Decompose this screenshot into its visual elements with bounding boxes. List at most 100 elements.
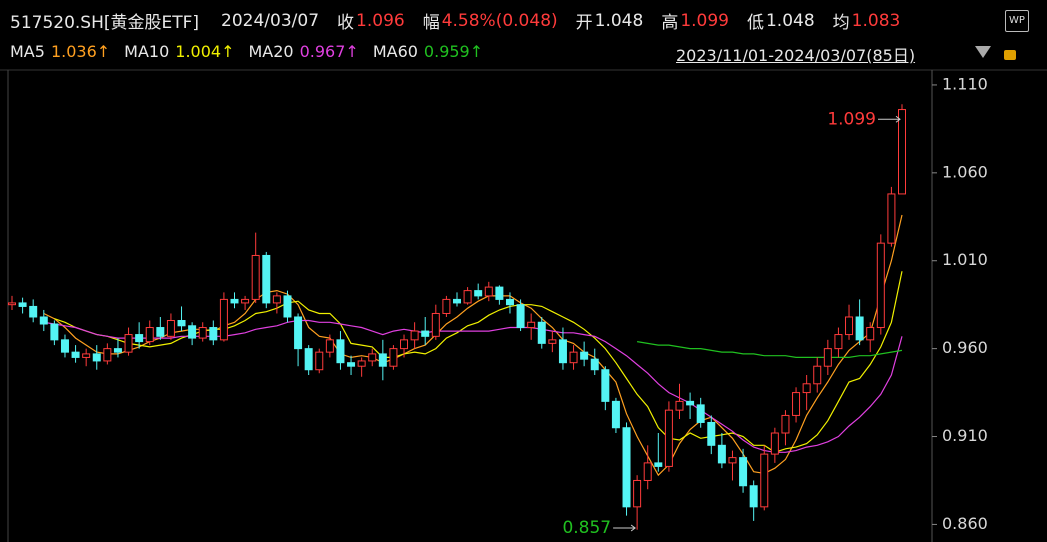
candle-body <box>558 339 567 364</box>
candle-body <box>622 427 631 508</box>
candle-body <box>39 316 48 325</box>
candle-body <box>866 327 875 341</box>
annotation-label: 1.099 <box>827 109 876 129</box>
date: 2024/03/07 <box>221 10 320 31</box>
candle-body <box>18 302 27 307</box>
candle-body <box>717 444 726 464</box>
quote-row: 517520.SH[黄金股ETF] 2024/03/07 收 1.096 幅 4.58… <box>10 8 918 34</box>
candle-body <box>548 339 557 344</box>
candle-body <box>453 298 461 304</box>
candle-body <box>166 320 175 337</box>
candle-body <box>177 320 186 327</box>
candle-body <box>876 242 885 329</box>
candle-body <box>29 305 38 318</box>
candle-body <box>124 334 133 353</box>
y-tick-label: 0.910 <box>942 426 988 445</box>
ma-row: MA5 1.036↑ MA10 1.004↑ MA20 0.967↑ MA60 0.959↑ <box>10 42 497 61</box>
ma-value: 0.959↑ <box>423 42 484 61</box>
candle-body <box>463 290 472 304</box>
candle-body <box>611 400 620 429</box>
candle-body <box>410 330 419 341</box>
candle-body <box>92 353 101 362</box>
logo[interactable]: WP <box>1005 10 1029 32</box>
candle-body <box>368 353 377 362</box>
candle-body <box>283 295 292 318</box>
candle-body <box>315 351 324 371</box>
annotation-label: 0.857 <box>562 518 611 538</box>
candle-body <box>686 400 695 406</box>
candle-body <box>188 325 197 339</box>
candle-body <box>749 485 758 508</box>
candle-body <box>834 334 843 350</box>
date-range[interactable]: 2023/11/01-2024/03/07(85日) <box>676 46 916 65</box>
candle-body <box>770 432 779 455</box>
candle-body <box>357 360 366 367</box>
quote-value: 1.048 <box>765 10 815 31</box>
quote-value: 1.096 <box>356 10 405 31</box>
quote-value: 1.099 <box>680 10 729 31</box>
symbol: 517520.SH[黄金股ETF] <box>10 13 200 33</box>
candle-body <box>527 321 536 329</box>
candle-body <box>431 312 440 337</box>
annotation-arrowhead <box>895 115 901 123</box>
candle-body <box>707 421 716 446</box>
ma-name: MA5 <box>10 42 45 61</box>
candle-body <box>262 254 271 304</box>
candle-body <box>675 400 684 411</box>
candle-body <box>601 369 610 402</box>
lock-icon[interactable] <box>1004 50 1016 60</box>
candle-body <box>60 339 69 353</box>
ma-line <box>43 214 903 477</box>
quote-value: 1.083 <box>851 10 901 31</box>
candle-body <box>103 348 112 362</box>
candle-body <box>728 457 737 464</box>
candle-body <box>855 316 864 341</box>
y-tick-label: 1.060 <box>942 162 988 181</box>
candle-body <box>442 298 451 314</box>
candle-body <box>145 327 154 343</box>
quote-label: 均 <box>832 13 850 33</box>
candle-body <box>347 362 356 367</box>
candle-body <box>113 348 122 353</box>
candle-body <box>823 348 832 367</box>
candle-body <box>633 479 642 508</box>
quote-label: 开 <box>575 13 593 33</box>
candle-body <box>135 334 144 343</box>
candle-body <box>400 339 409 350</box>
candle-body <box>516 304 525 329</box>
candle-body <box>474 290 483 297</box>
candle-body <box>845 316 854 336</box>
candle-body <box>569 351 578 364</box>
annotation-arrowhead <box>630 524 636 532</box>
ma-name: MA60 <box>372 42 418 61</box>
ma-value: 1.004↑ <box>175 42 235 61</box>
candle-body <box>792 392 801 416</box>
candle-body <box>336 339 345 364</box>
candle-body <box>294 316 303 350</box>
ma-value: 1.036↑ <box>50 42 111 61</box>
candle-body <box>71 351 80 358</box>
candle-body <box>484 286 493 297</box>
ma-name: MA20 <box>248 42 294 61</box>
candle-body <box>241 298 250 304</box>
candle-body <box>421 330 430 337</box>
dropdown[interactable] <box>975 46 991 58</box>
candle-body <box>580 351 589 360</box>
candle-body <box>760 453 769 508</box>
candle-body <box>537 321 546 344</box>
ma-line <box>43 319 903 453</box>
candle-body <box>304 348 313 371</box>
y-tick-label: 0.960 <box>942 338 988 357</box>
y-tick-label: 0.860 <box>942 514 988 533</box>
candle-body <box>251 254 260 300</box>
y-tick-label: 1.110 <box>942 74 988 93</box>
candle-body <box>739 457 748 487</box>
candle-body <box>82 353 91 358</box>
candle-body <box>664 409 673 467</box>
ma-line <box>636 341 903 358</box>
quote-label: 幅 <box>422 13 440 33</box>
candle-body <box>505 298 514 306</box>
candle-body <box>495 286 504 300</box>
candle-body <box>219 298 228 341</box>
